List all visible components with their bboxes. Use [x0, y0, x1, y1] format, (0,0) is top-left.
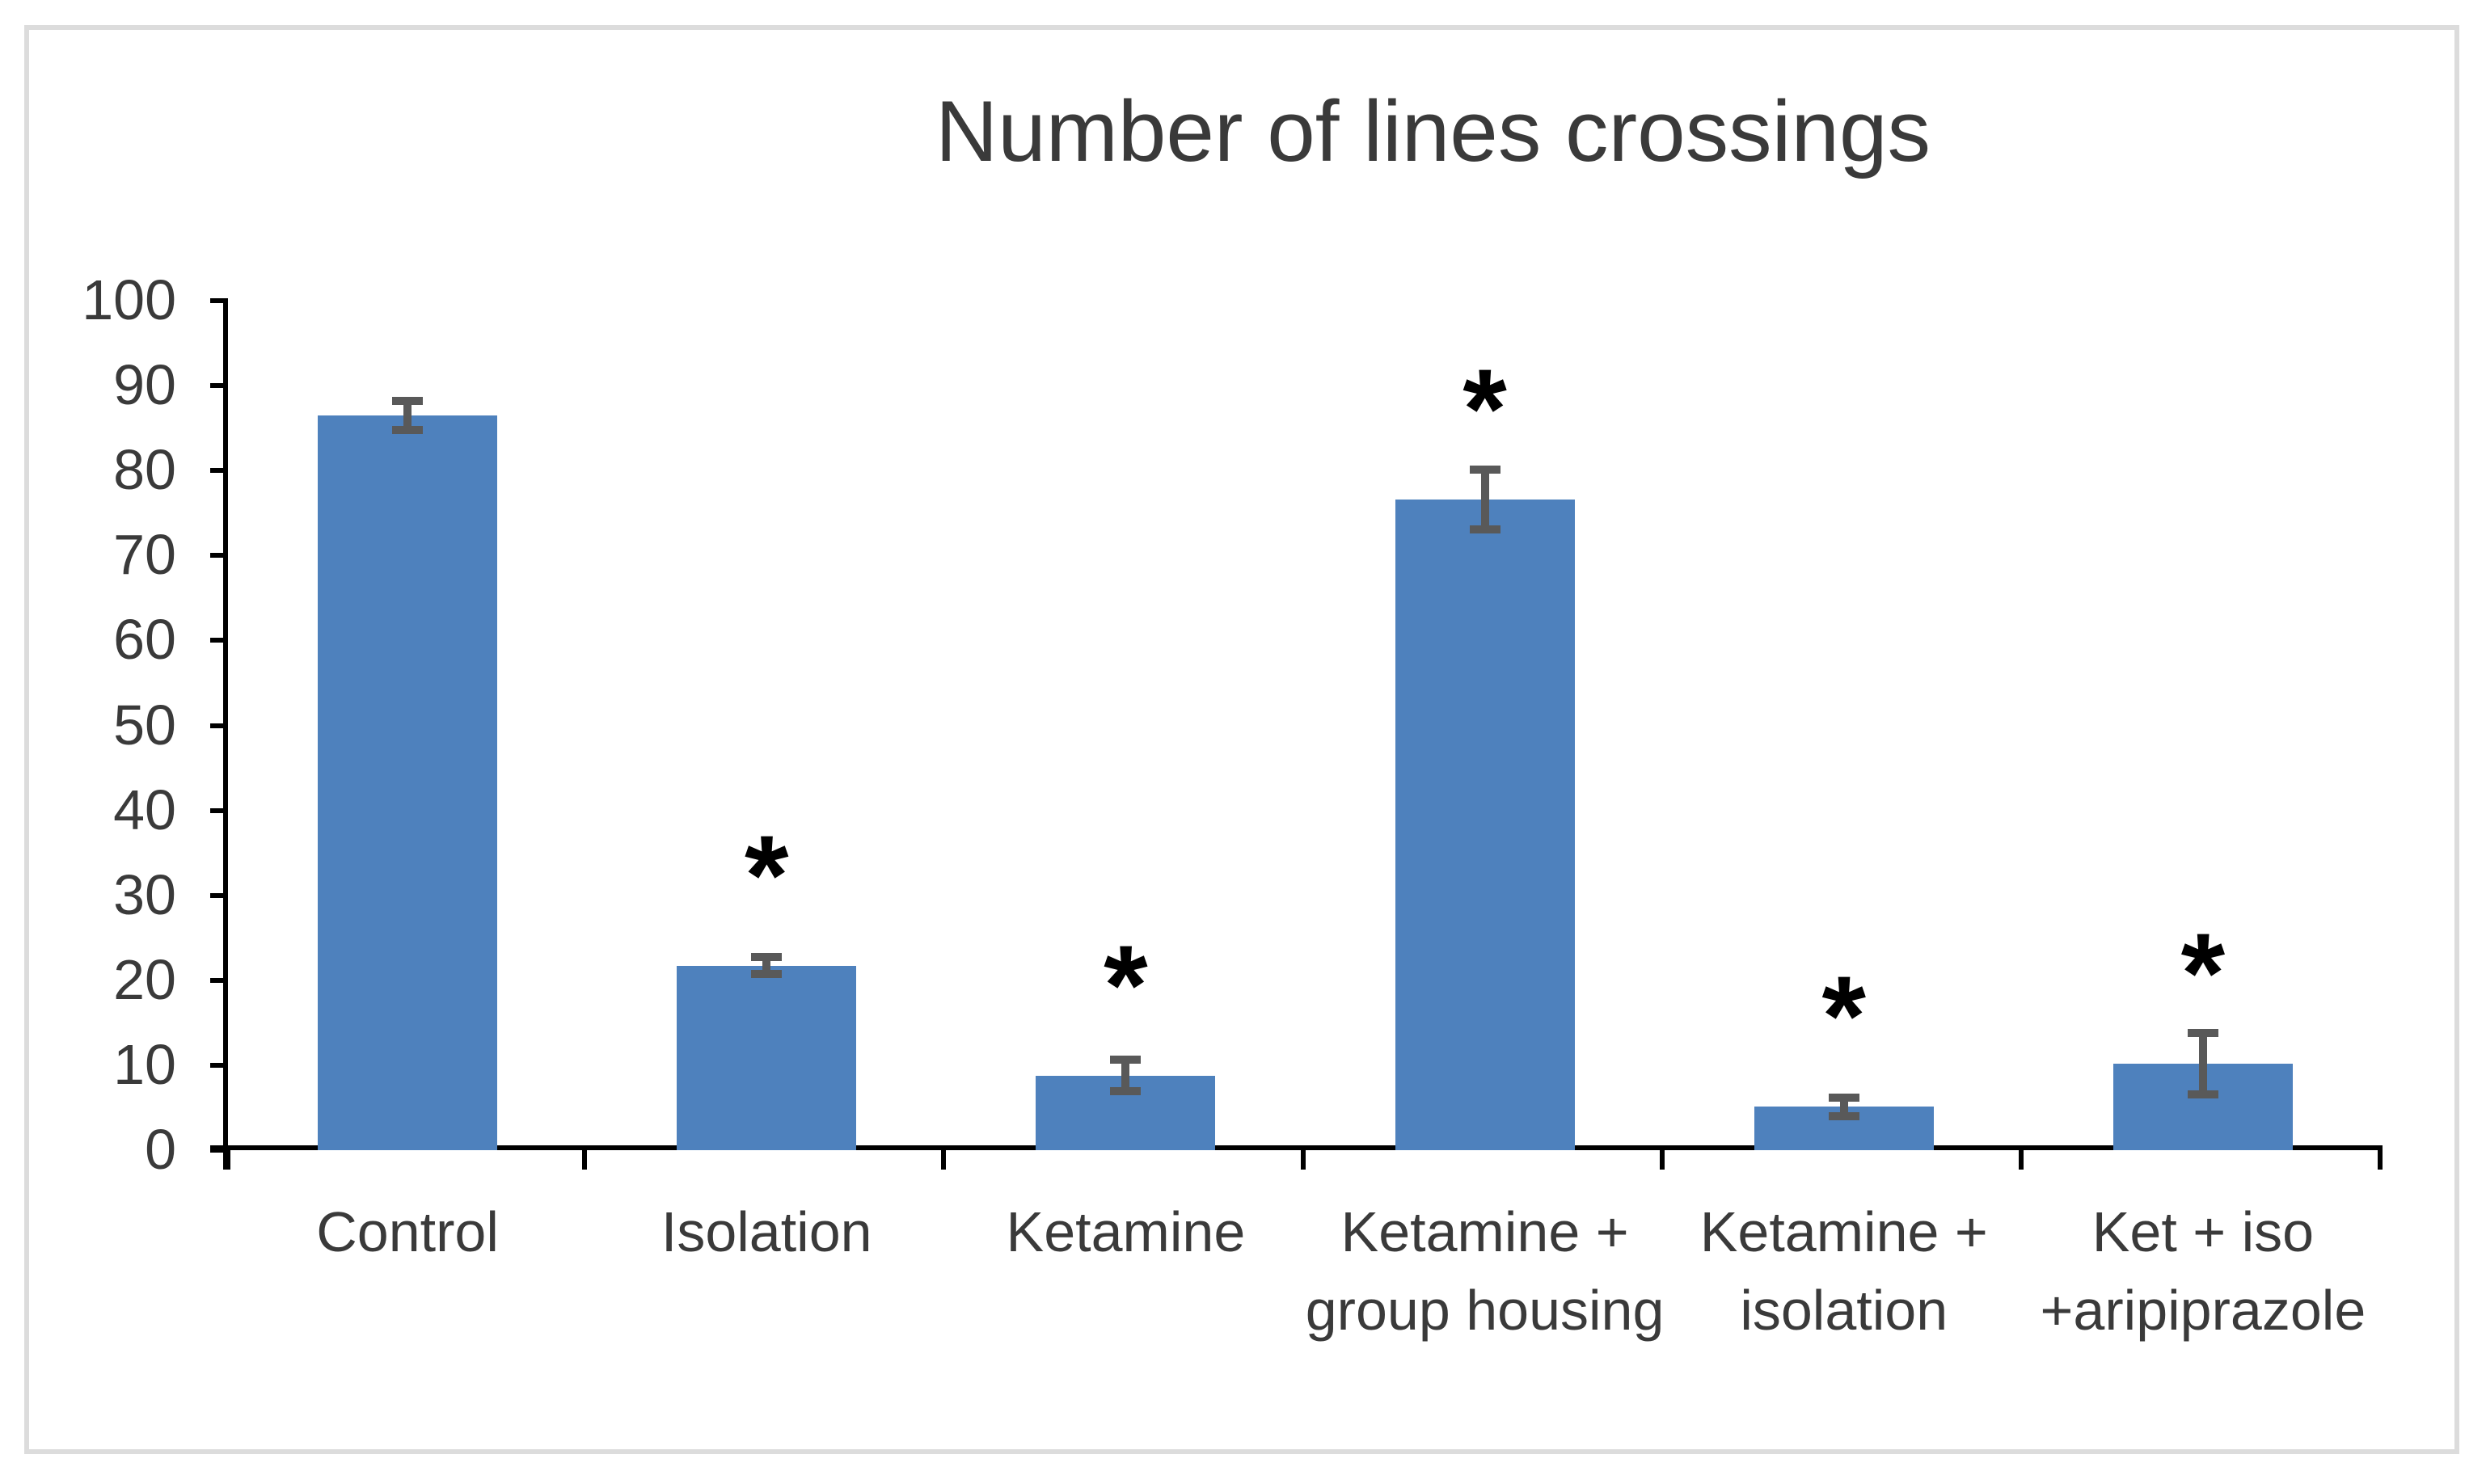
- y-axis-tick: [210, 723, 228, 728]
- y-axis-tick: [210, 892, 228, 898]
- y-axis-tick: [210, 638, 228, 643]
- y-axis-tick: [210, 383, 228, 389]
- x-axis-tick: [1300, 1150, 1306, 1170]
- category-label-ketamine-group-housing: Ketamine + group housing: [1306, 1193, 1665, 1350]
- error-bar-cap-bottom-ketamine: [1110, 1087, 1142, 1096]
- y-axis-tick: [210, 553, 228, 559]
- y-axis-tick-label: 30: [113, 862, 176, 926]
- category-label-ketamine: Ketamine: [946, 1193, 1305, 1271]
- y-axis-tick: [210, 1062, 228, 1068]
- y-axis-tick-label: 10: [113, 1032, 176, 1096]
- significance-asterisk-ket-iso-aripiprazole: *: [2180, 909, 2226, 1036]
- category-label-line: Ketamine +: [1699, 1200, 1988, 1263]
- bar-control: [318, 415, 498, 1150]
- error-bar-cap-bottom-ketamine-group-housing: [1469, 525, 1500, 533]
- error-bar-cap-top-ketamine-group-housing: [1469, 466, 1500, 474]
- y-axis-tick-label: 100: [82, 268, 176, 331]
- error-bar-cap-bottom-control: [392, 425, 424, 434]
- error-bar-cap-top-isolation: [751, 953, 783, 962]
- category-label-line: Control: [316, 1200, 499, 1263]
- x-axis-tick: [582, 1150, 588, 1170]
- y-axis-tick-label: 40: [113, 778, 176, 841]
- error-bar-cap-top-ketamine-isolation: [1828, 1093, 1859, 1102]
- error-bar-line-control: [403, 401, 412, 430]
- error-bar-line-ketamine-group-housing: [1480, 470, 1489, 529]
- y-axis-tick: [210, 468, 228, 474]
- x-axis-tick: [941, 1150, 947, 1170]
- y-axis-tick: [210, 807, 228, 813]
- x-axis-tick: [226, 1150, 230, 1170]
- bar-isolation: [677, 965, 857, 1150]
- category-label-line: Ketamine: [1006, 1200, 1246, 1263]
- error-bar-cap-top-ketamine: [1110, 1055, 1142, 1064]
- y-axis-tick-label: 0: [145, 1118, 176, 1181]
- category-label-line: +aripiprazole: [2040, 1279, 2366, 1342]
- y-axis-tick-label: 70: [113, 523, 176, 587]
- error-bar-line-isolation: [762, 957, 771, 975]
- y-axis-tick-label: 60: [113, 608, 176, 672]
- y-axis-tick: [210, 977, 228, 983]
- error-bar-line-ket-iso-aripiprazole: [2198, 1032, 2207, 1094]
- y-axis-line: [223, 301, 228, 1170]
- chart-title: Number of lines crossings: [935, 82, 1931, 179]
- x-axis-line: [210, 1145, 2383, 1150]
- y-axis-tick-label: 90: [113, 353, 176, 417]
- significance-asterisk-ketamine-group-housing: *: [1462, 344, 1507, 472]
- error-bar-line-ketamine-isolation: [1839, 1097, 1848, 1116]
- bar-ketamine-group-housing: [1395, 499, 1575, 1150]
- error-bar-cap-bottom-ketamine-isolation: [1828, 1111, 1859, 1120]
- category-label-control: Control: [228, 1193, 587, 1271]
- y-axis-tick-label: 80: [113, 438, 176, 502]
- error-bar-line-ketamine: [1121, 1059, 1130, 1092]
- significance-asterisk-ketamine: *: [1104, 921, 1148, 1048]
- category-label-line: Ketamine +: [1340, 1200, 1629, 1263]
- y-axis-tick-label: 50: [113, 693, 176, 757]
- y-axis-tick-label: 20: [113, 947, 176, 1011]
- y-axis-tick: [210, 1148, 228, 1153]
- category-label-line: isolation: [1740, 1279, 1948, 1342]
- significance-asterisk-ketamine-isolation: *: [1821, 952, 1866, 1080]
- category-label-line: group housing: [1305, 1279, 1665, 1342]
- category-label-isolation: Isolation: [587, 1193, 946, 1271]
- category-label-ket-iso-aripiprazole: Ket + iso +aripiprazole: [2024, 1193, 2383, 1350]
- significance-asterisk-isolation: *: [745, 811, 789, 938]
- category-label-ketamine-isolation: Ketamine + isolation: [1665, 1193, 2024, 1350]
- category-label-line: Ket + iso: [2091, 1200, 2315, 1263]
- error-bar-cap-top-ket-iso-aripiprazole: [2187, 1028, 2218, 1037]
- x-axis-tick: [2378, 1150, 2383, 1170]
- x-axis-tick: [1659, 1150, 1665, 1170]
- error-bar-cap-bottom-ket-iso-aripiprazole: [2187, 1090, 2218, 1098]
- category-label-line: Isolation: [661, 1200, 872, 1263]
- x-axis-tick: [2018, 1150, 2024, 1170]
- y-axis-tick: [210, 298, 228, 303]
- error-bar-cap-bottom-isolation: [751, 970, 783, 979]
- error-bar-cap-top-control: [392, 397, 424, 406]
